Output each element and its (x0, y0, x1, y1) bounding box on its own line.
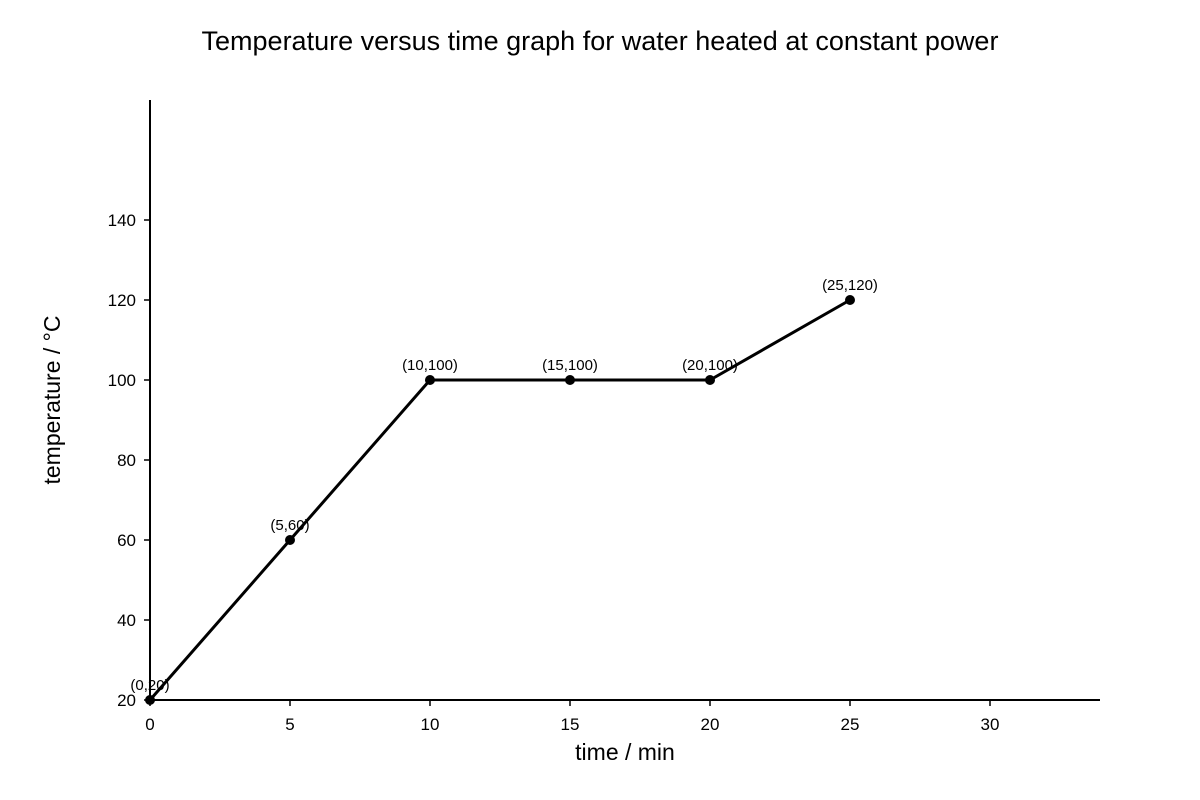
y-tick-label: 20 (117, 691, 136, 710)
x-tick-label: 15 (561, 715, 580, 734)
data-point-label: (10,100) (402, 357, 458, 374)
data-point-label: (15,100) (542, 357, 598, 374)
x-tick-label: 20 (701, 715, 720, 734)
x-axis-label: time / min (575, 739, 675, 765)
y-axis-label: temperature / °C (39, 316, 65, 485)
data-point-label: (0,20) (130, 677, 169, 694)
x-tick-label: 5 (285, 715, 294, 734)
x-tick-label: 0 (145, 715, 154, 734)
chart-title: Temperature versus time graph for water … (202, 26, 999, 56)
data-point (565, 375, 575, 385)
y-tick-label: 120 (108, 291, 136, 310)
data-point (145, 695, 155, 705)
x-tick-label: 25 (841, 715, 860, 734)
x-tick-label: 30 (981, 715, 1000, 734)
y-tick-label: 140 (108, 211, 136, 230)
data-point-label: (25,120) (822, 277, 878, 294)
data-point-label: (5,60) (270, 517, 309, 534)
series-line (148, 298, 851, 701)
y-tick-label: 100 (108, 371, 136, 390)
data-series: (0,20) (5,60) (10,100) (15,100) (20,100) (25,… (130, 277, 878, 705)
data-point-label: (20,100) (682, 357, 738, 374)
data-point (845, 295, 855, 305)
data-point (425, 375, 435, 385)
data-point (705, 375, 715, 385)
x-tick-label: 10 (421, 715, 440, 734)
axes: 0 5 10 15 20 25 30 20 40 60 80 100 120 140 (108, 100, 1100, 734)
data-point (285, 535, 295, 545)
y-tick-label: 60 (117, 531, 136, 550)
y-tick-label: 40 (117, 611, 136, 630)
y-tick-label: 80 (117, 451, 136, 470)
